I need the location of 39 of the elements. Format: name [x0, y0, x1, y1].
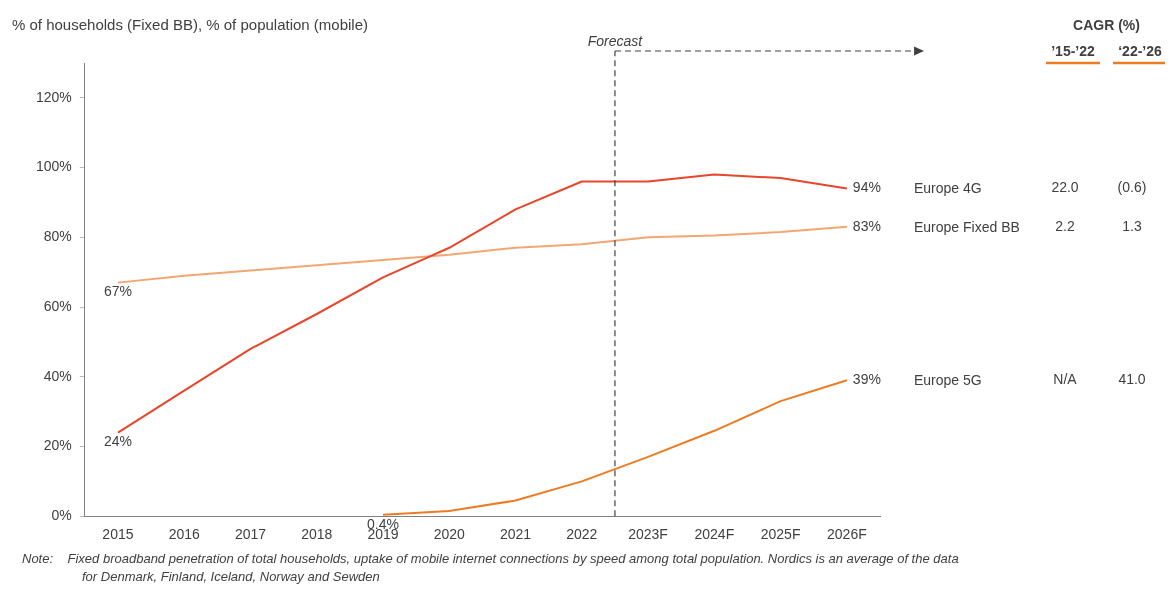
y-axis-title: % of households (Fixed BB), % of population (mobile)	[12, 16, 369, 33]
text: CAGR (%)	[1073, 17, 1140, 33]
x-tick-label: 2022	[566, 526, 598, 543]
text: 22.0	[1051, 179, 1079, 196]
text: Europe 5G	[914, 372, 982, 389]
text: Europe 4G	[914, 180, 982, 197]
y-tick-label: 120%	[35, 88, 72, 105]
y-tick-label: 20%	[43, 437, 72, 454]
text: 41.0	[1118, 371, 1146, 388]
data-label: 24%	[103, 433, 132, 450]
y-tick-label: 60%	[43, 297, 72, 314]
data-label: 94%	[852, 179, 881, 196]
data-label: 83%	[852, 217, 881, 234]
x-tick-label: 2024F	[694, 526, 735, 543]
x-tick-label: 2025F	[760, 526, 801, 543]
text: ‘22-’26	[1118, 43, 1162, 59]
text: N/A	[1053, 371, 1078, 388]
text: Note: Fixed broadband penetration of total households, uptake of mobile internet connections by speed among total population. Nordics is an average of the data	[22, 551, 959, 566]
x-tick-label: 2016	[168, 526, 200, 543]
x-tick-label: 2020	[433, 526, 466, 543]
ref-line-label: Forecast	[587, 33, 644, 49]
text: ’15-’22	[1051, 43, 1095, 59]
text: 1.3	[1122, 217, 1142, 234]
text: 2.2	[1055, 217, 1075, 234]
y-tick-label: 40%	[43, 367, 72, 384]
x-tick-label: 2018	[301, 526, 333, 543]
text: Europe Fixed BB	[914, 218, 1020, 235]
y-tick-label: 80%	[43, 228, 72, 245]
y-tick-label: 0%	[51, 507, 72, 524]
data-label: 39%	[852, 371, 881, 388]
x-tick-label: 2026F	[827, 526, 867, 543]
text: (0.6)	[1117, 179, 1147, 196]
text: for Denmark, Finland, Iceland, Norway and Sewden	[82, 569, 380, 584]
x-tick-label: 2021	[499, 526, 532, 543]
data-label: 67%	[103, 283, 132, 300]
x-tick-label: 2015	[102, 526, 134, 543]
x-tick-label: 2023F	[628, 526, 668, 543]
y-tick-label: 100%	[35, 158, 72, 175]
x-tick-label: 2017	[234, 526, 267, 543]
